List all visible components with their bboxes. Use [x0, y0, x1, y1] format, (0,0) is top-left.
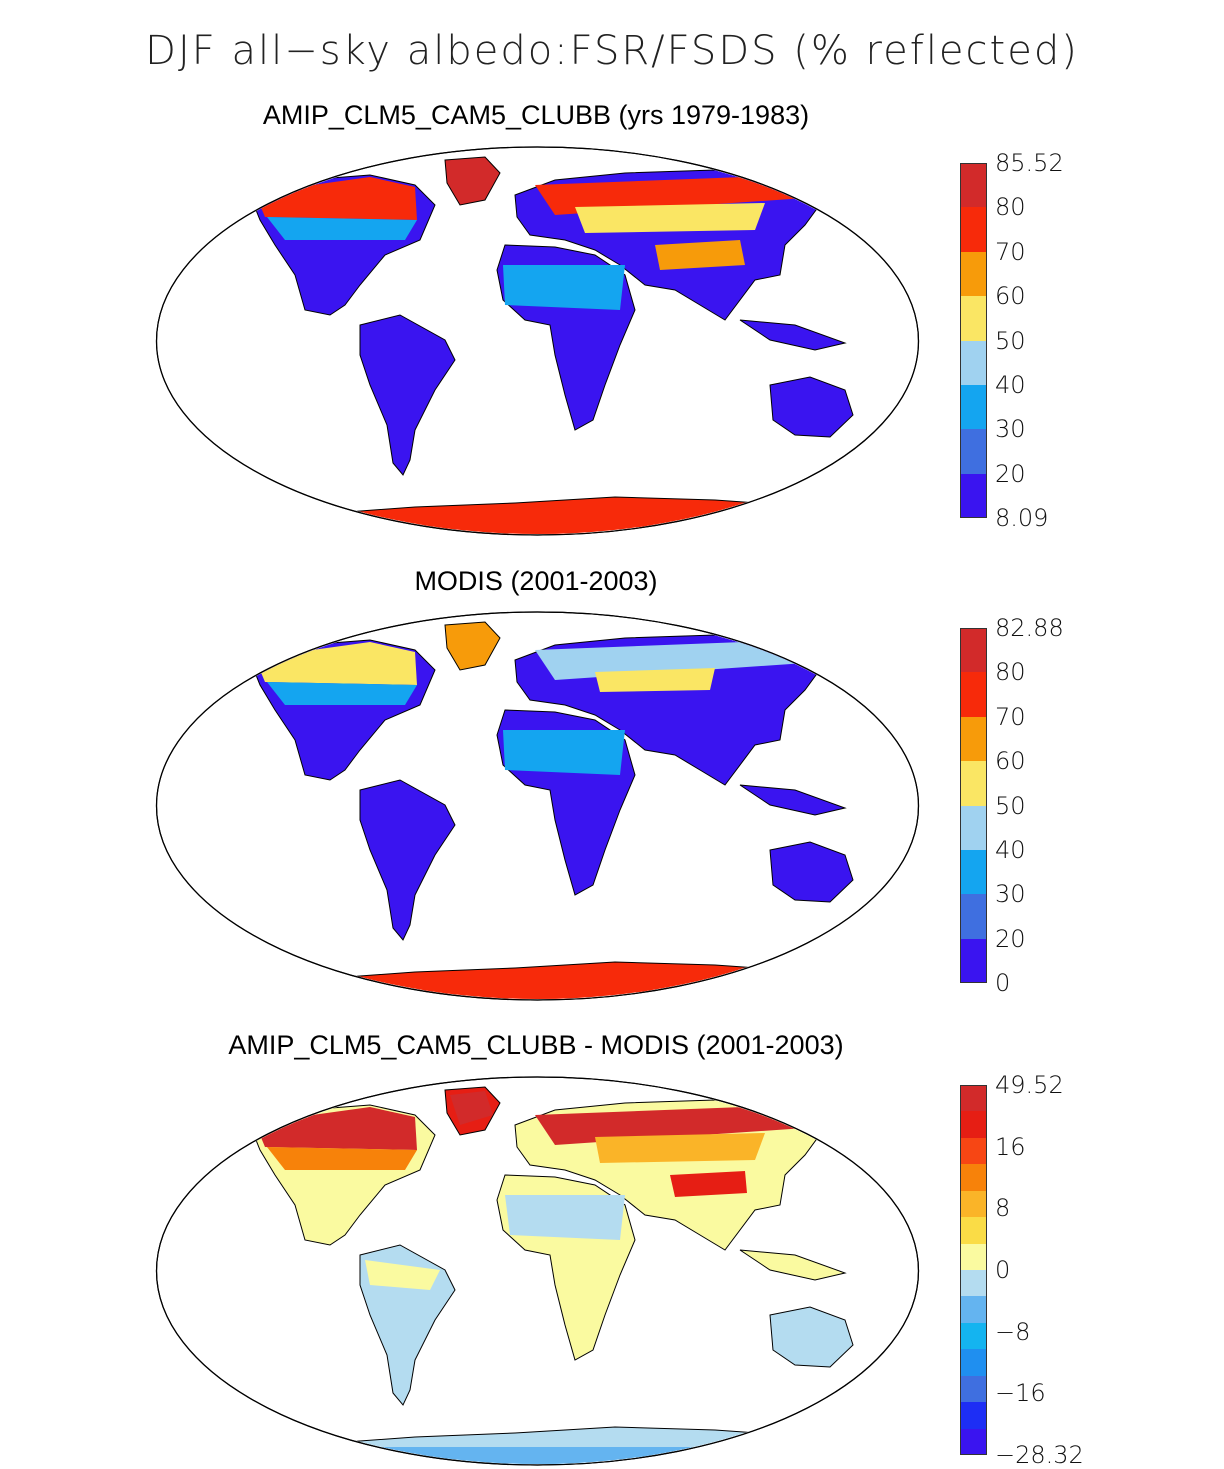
colorbar-segment — [960, 207, 987, 252]
colorbar-label: 82.88 — [995, 614, 1064, 642]
colorbar-label: 50 — [995, 791, 1026, 820]
colorbar-segment — [960, 1217, 987, 1244]
world-map-difference — [155, 1076, 920, 1466]
region-eurasia-north — [535, 1105, 820, 1145]
colorbar-segment — [960, 473, 987, 518]
panel-title-modis: MODIS (2001-2003) — [414, 566, 658, 596]
colorbar-label: −16 — [995, 1379, 1046, 1408]
colorbar-label: 20 — [995, 459, 1026, 488]
colorbar-segment — [960, 1243, 987, 1270]
colorbar-segment — [960, 1375, 987, 1403]
colorbar-segment — [960, 1349, 987, 1376]
colorbar-label: 85.52 — [995, 149, 1064, 177]
colorbar-segment — [960, 938, 987, 983]
region-tibet — [655, 240, 745, 270]
colorbar-segment — [960, 628, 987, 673]
world-map-modis — [155, 611, 920, 1001]
colorbar-label: 49.52 — [995, 1071, 1064, 1099]
colorbar-label: 30 — [995, 880, 1026, 909]
colorbar-label: 70 — [995, 702, 1026, 731]
continent-south-america — [359, 779, 456, 941]
continent-maritime-se-asia — [739, 1249, 847, 1281]
region-tibet — [670, 1171, 747, 1197]
region-south-america-north — [365, 1260, 440, 1290]
colorbar-segment — [960, 1137, 987, 1165]
panel-title-difference: AMIP_CLM5_CAM5_CLUBB - MODIS (2001-2003) — [228, 1030, 844, 1060]
colorbar-segment — [960, 340, 987, 385]
region-sahara — [503, 730, 625, 775]
colorbar-label: 40 — [995, 370, 1026, 399]
colorbar-segment — [960, 1296, 987, 1323]
colorbar-segment — [960, 1322, 987, 1350]
colorbar-segment — [960, 672, 987, 717]
region-sahara — [503, 265, 625, 310]
colorbar-label: 60 — [995, 747, 1026, 776]
colorbar-label: 80 — [995, 193, 1026, 222]
colorbar-segment — [960, 716, 987, 762]
colorbar-segment — [960, 849, 987, 895]
colorbar-segment — [960, 805, 987, 850]
region-eurasia-mid — [575, 203, 765, 233]
region-eurasia-mid — [595, 668, 715, 692]
colorbar-label: 20 — [995, 924, 1026, 953]
colorbar-label: 80 — [995, 658, 1026, 687]
colorbar-label: 60 — [995, 282, 1026, 311]
region-canada-band — [267, 217, 417, 240]
region-sahara — [505, 1195, 625, 1240]
colorbar-segment — [960, 429, 987, 474]
colorbar-segment — [960, 761, 987, 806]
continent-australia — [769, 376, 854, 438]
continent-south-america — [359, 314, 456, 476]
colorbar-segment — [960, 251, 987, 297]
continent-maritime-se-asia — [739, 319, 847, 351]
colorbar-segment — [960, 1111, 987, 1138]
colorbar-segment — [960, 1428, 987, 1455]
colorbar-label: −28.32 — [995, 1441, 1084, 1469]
colorbar-label: 8.09 — [995, 504, 1049, 532]
colorbar-segment — [960, 894, 987, 939]
panel-title-model: AMIP_CLM5_CAM5_CLUBB (yrs 1979-1983) — [262, 100, 810, 130]
colorbar-label: 0 — [995, 969, 1011, 997]
region-canada-band — [267, 682, 417, 705]
figure-title: DJF all−sky albedo:FSR/FSDS (% reflected… — [145, 28, 1079, 74]
colorbar-label: 16 — [995, 1132, 1026, 1161]
colorbar-label: −8 — [995, 1317, 1031, 1346]
colorbar-label: 50 — [995, 326, 1026, 355]
region-eurasia-north — [535, 175, 820, 215]
colorbar-label: 30 — [995, 415, 1026, 444]
region-greenland-core — [450, 1091, 493, 1125]
colorbar-segment — [960, 1085, 987, 1112]
colorbar-segment — [960, 384, 987, 430]
colorbar-label: 0 — [995, 1256, 1011, 1284]
region-eurasia-mid — [595, 1133, 765, 1163]
continent-greenland — [444, 156, 501, 206]
continent-australia — [769, 1306, 854, 1368]
colorbar-segment — [960, 1270, 987, 1297]
continent-greenland — [444, 621, 501, 671]
region-canada-band — [267, 1147, 417, 1170]
world-map-model — [155, 146, 920, 536]
colorbar-segment — [960, 1402, 987, 1429]
continent-maritime-se-asia — [739, 784, 847, 816]
colorbar-label: 40 — [995, 835, 1026, 864]
colorbar-segment — [960, 163, 987, 208]
region-eurasia-north — [535, 640, 820, 680]
colorbar-segment — [960, 296, 987, 341]
colorbar-label: 8 — [995, 1194, 1011, 1223]
colorbar-segment — [960, 1190, 987, 1218]
continent-australia — [769, 841, 854, 903]
colorbar-segment — [960, 1164, 987, 1191]
colorbar-label: 70 — [995, 237, 1026, 266]
